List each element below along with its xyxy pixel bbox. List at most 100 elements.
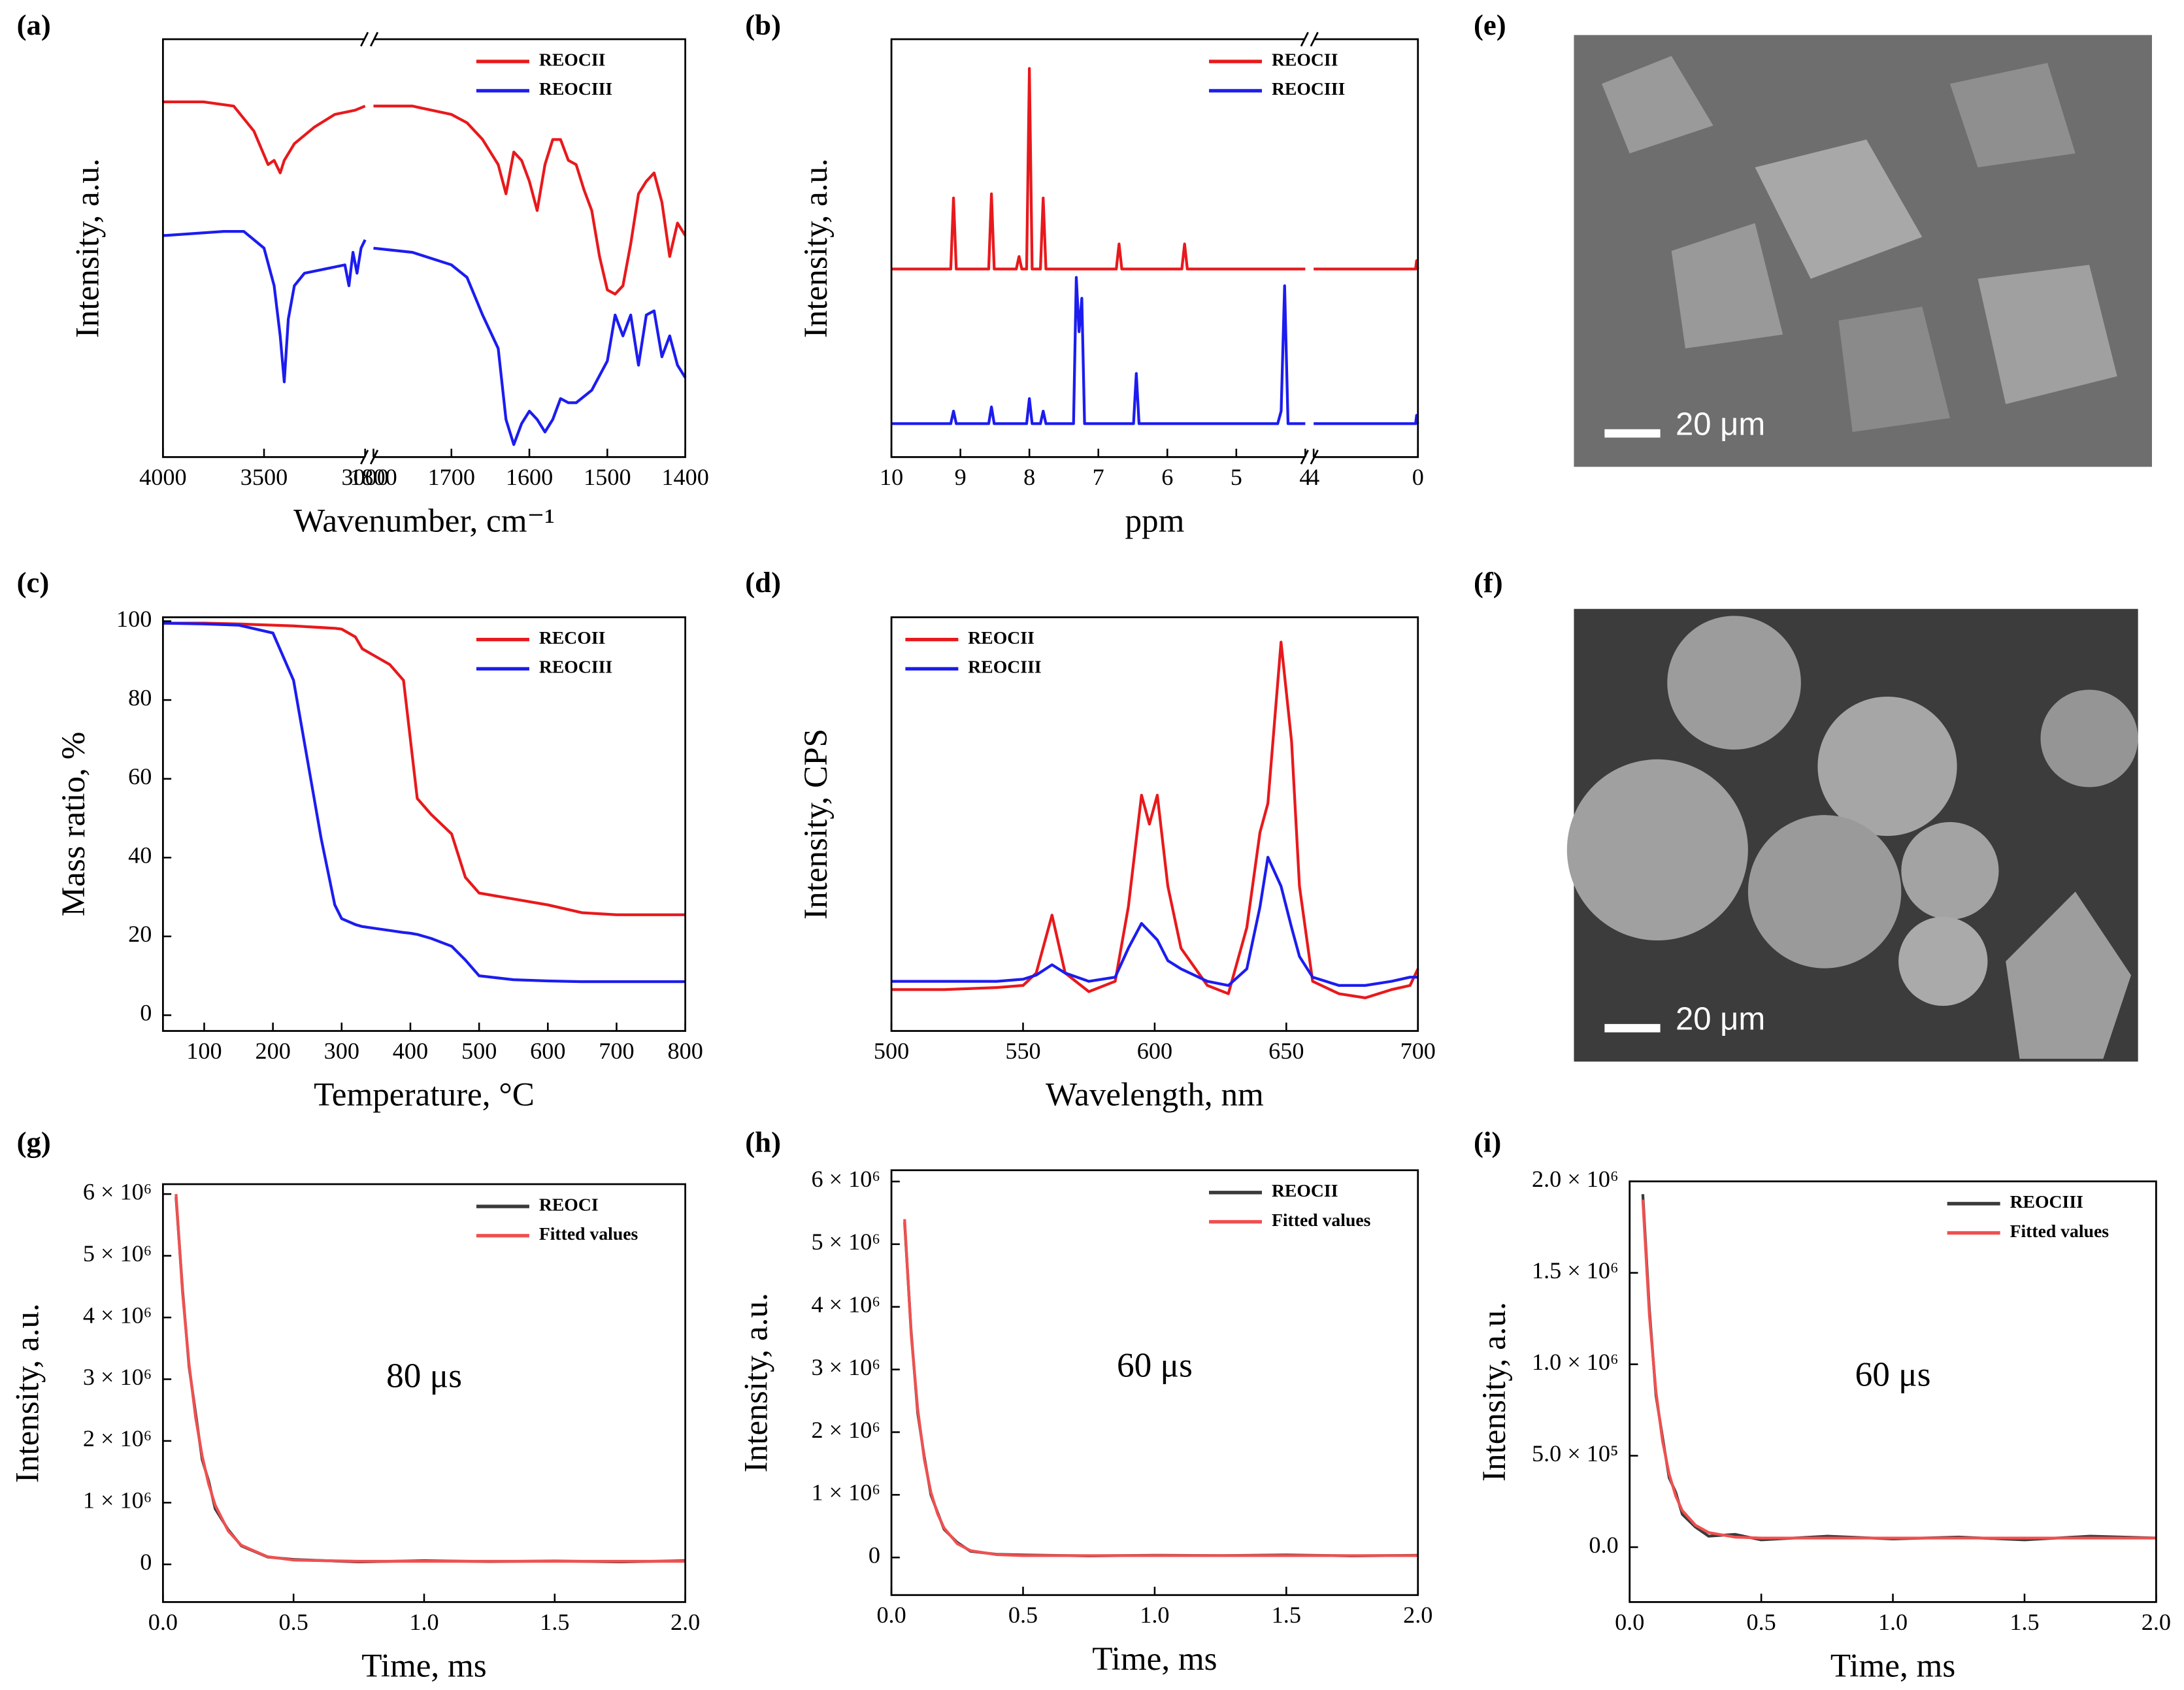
x-tick-label: 2.0: [2142, 1609, 2171, 1635]
x-axis-label: Temperature, °C: [314, 1076, 535, 1114]
sem-flake: [1949, 63, 2076, 168]
sem-image-f: 20 μm (f): [1474, 566, 2138, 1062]
sem-particle: [1747, 815, 1902, 969]
panel-label: (b): [745, 8, 781, 41]
chart-panel: (d) 500 550 600 650 700 Wavelength, nm Intensit…: [745, 566, 1436, 1114]
sem-particle: [1817, 697, 1957, 837]
x-tick-label: 1.5: [540, 1609, 569, 1635]
sem-flake: [1838, 307, 1950, 433]
y-tick-label: 1.5 × 10⁶: [1532, 1257, 1619, 1284]
data-line: [903, 1219, 1418, 1557]
x-tick-label: 3500: [240, 464, 288, 490]
axis-break-mark: [1300, 31, 1319, 47]
y-tick-label: 0: [140, 1000, 152, 1026]
panel-label: (c): [17, 566, 50, 599]
y-tick-label: 1 × 10⁶: [812, 1480, 881, 1506]
data-line: [163, 621, 686, 916]
legend-label: Fitted values: [539, 1223, 638, 1244]
sem-flake: [1602, 56, 1713, 154]
x-tick-label: 1400: [661, 464, 708, 490]
panel-label: (e): [1474, 8, 1506, 41]
sem-particle: [1667, 616, 1801, 750]
sem-particle: [1898, 916, 1988, 1006]
panel-label: (h): [745, 1126, 781, 1159]
scale-bar-label: 20 μm: [1676, 1002, 1765, 1037]
sem-image-e: 20 μm (e): [1474, 8, 2152, 467]
x-tick-label: 0.0: [148, 1609, 178, 1635]
x-tick-label: 4: [1299, 464, 1311, 490]
x-tick-label: 2.0: [1403, 1602, 1432, 1628]
legend-label: REOCIII: [539, 657, 612, 677]
y-tick-label: 2.0 × 10⁶: [1532, 1166, 1619, 1192]
x-tick-label: 1700: [428, 464, 475, 490]
y-tick-label: 5 × 10⁶: [812, 1229, 881, 1255]
legend-label: REOCIII: [968, 657, 1041, 677]
plot-frame: [890, 38, 1419, 458]
x-tick-label: 1600: [506, 464, 553, 490]
x-tick-label: 500: [461, 1038, 497, 1064]
chart-panel: (c) 100 200 300 400 500 600 700 800 0 20 40 60 80 100 T…: [17, 566, 703, 1114]
y-axis-label: Intensity, a.u.: [737, 1293, 774, 1472]
x-tick-label: 9: [955, 464, 967, 490]
x-tick-label: 0: [1412, 464, 1424, 490]
panel-label: (i): [1474, 1126, 1501, 1159]
x-tick-label: 550: [1005, 1038, 1040, 1064]
legend-label: RECOII: [539, 627, 606, 648]
axis-break-gap: [365, 35, 374, 44]
x-tick-label: 8: [1023, 464, 1035, 490]
x-tick-label: 800: [667, 1038, 703, 1064]
legend-label: REOCI: [539, 1194, 599, 1214]
legend-label: REOCII: [968, 627, 1034, 648]
x-tick-label: 1500: [584, 464, 631, 490]
y-tick-label: 4 × 10⁶: [83, 1302, 152, 1328]
x-tick-label: 0.0: [876, 1602, 906, 1628]
x-tick-label: 1.5: [2010, 1609, 2039, 1635]
plot-frame: [161, 616, 687, 1032]
x-tick-label: 7: [1093, 464, 1104, 490]
y-tick-label: 6 × 10⁶: [812, 1166, 881, 1192]
y-tick-label: 2 × 10⁶: [812, 1417, 881, 1443]
scale-bar: [1604, 1023, 1661, 1033]
x-tick-label: 500: [874, 1038, 909, 1064]
x-axis-label: Time, ms: [1092, 1640, 1217, 1678]
x-tick-label: 650: [1268, 1038, 1304, 1064]
y-axis-label: Intensity, a.u.: [797, 158, 835, 338]
y-tick-label: 6 × 10⁶: [83, 1178, 152, 1204]
chart-panel: (g) 0.0 0.5 1.0 1.5 2.0 0 1 × 10⁶ 2 × 10⁶ 3 × 10⁶…: [9, 1126, 701, 1685]
y-tick-label: 1.0 × 10⁶: [1532, 1349, 1619, 1375]
panel-label: (d): [745, 566, 781, 599]
x-tick-label: 300: [324, 1038, 359, 1064]
sem-flake: [1671, 223, 1783, 349]
axis-break-gap: [1305, 453, 1314, 461]
annotation: 80 μs: [386, 1357, 462, 1395]
y-tick-label: 0.0: [1589, 1532, 1618, 1558]
legend-label: REOCII: [539, 49, 606, 69]
x-tick-label: 200: [255, 1038, 290, 1064]
legend-label: Fitted values: [1272, 1210, 1371, 1230]
axis-break-mark: [360, 31, 379, 47]
data-line: [891, 640, 1419, 1000]
axis-break-gap: [365, 453, 374, 461]
sem-particle: [2040, 689, 2138, 787]
scale-bar-label: 20 μm: [1676, 406, 1765, 442]
legend-label: REOCIII: [539, 78, 612, 99]
x-tick-label: 0.5: [1746, 1609, 1776, 1635]
y-axis-label: Intensity, a.u.: [69, 158, 106, 338]
x-tick-label: 2.0: [670, 1609, 700, 1635]
y-tick-label: 0: [869, 1542, 880, 1568]
scale-bar: [1604, 429, 1661, 438]
sem-particle: [1901, 821, 1999, 920]
chart-panel: (i) 0.0 0.5 1.0 1.5 2.0 0.0 5.0 × 10⁵ 1.0 × 10⁶ 1…: [1474, 1126, 2171, 1685]
x-tick-label: 6: [1161, 464, 1173, 490]
x-axis-label: Wavenumber, cm⁻¹: [293, 502, 555, 539]
x-tick-label: 400: [393, 1038, 428, 1064]
sem-particle: [1566, 759, 1748, 940]
plot-frame: [161, 38, 687, 458]
legend-label: REOCII: [1272, 1180, 1338, 1201]
x-tick-label: 600: [530, 1038, 565, 1064]
x-axis-label: Time, ms: [1830, 1647, 1955, 1684]
y-axis-label: Intensity, CPS: [797, 729, 835, 920]
